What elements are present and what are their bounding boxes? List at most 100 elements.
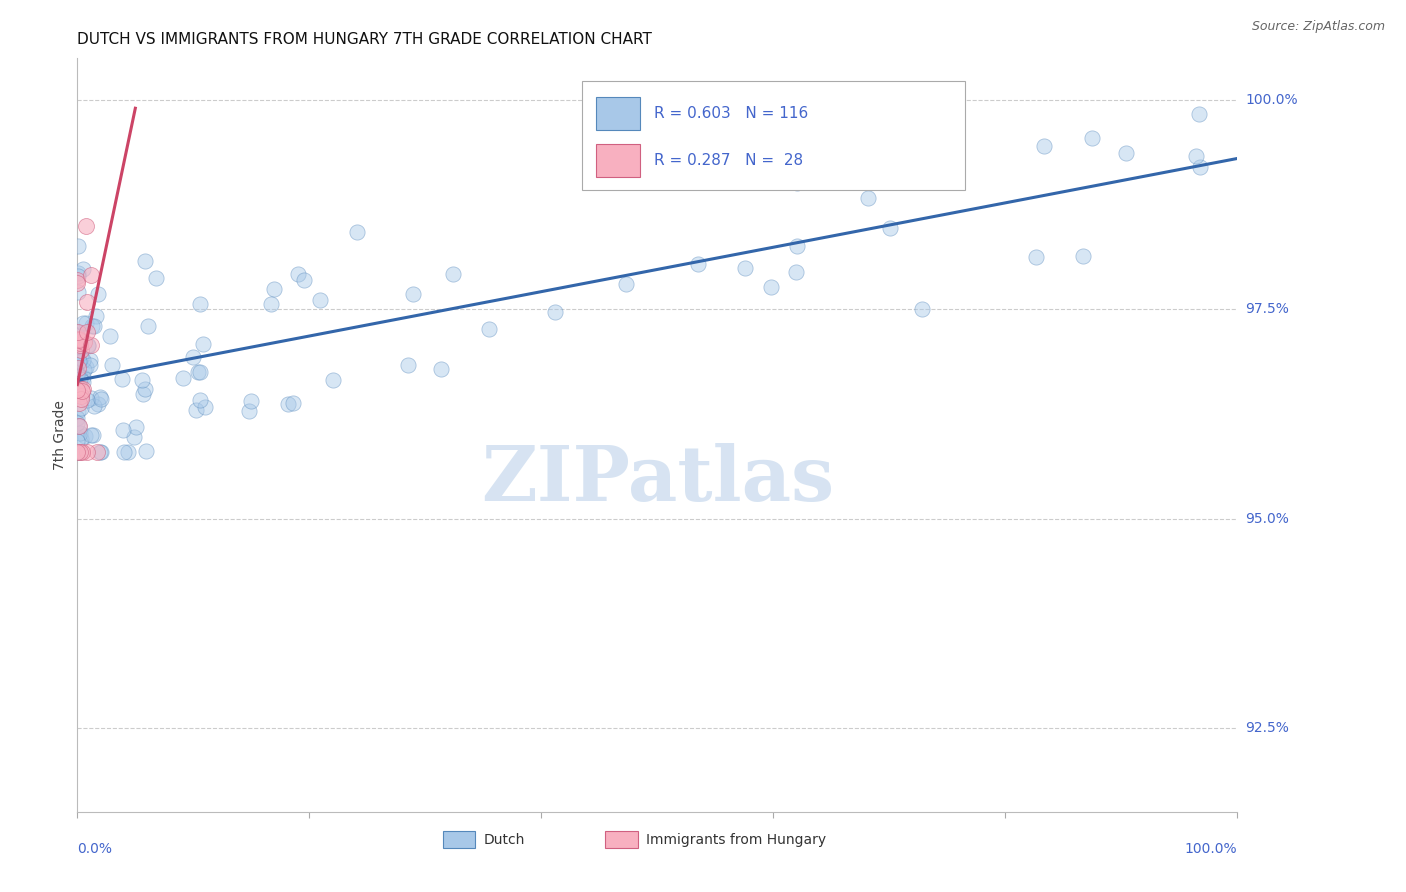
Point bbox=[69, 337, 91, 351]
Point bbox=[66, 273, 89, 287]
Point bbox=[72, 375, 94, 389]
Point bbox=[145, 271, 167, 285]
Point bbox=[67, 419, 90, 434]
Point bbox=[1115, 146, 1137, 161]
Point bbox=[79, 268, 101, 283]
Point bbox=[396, 358, 419, 372]
Point bbox=[67, 444, 90, 458]
Point bbox=[76, 393, 98, 408]
Point bbox=[124, 419, 146, 434]
Point bbox=[136, 319, 159, 334]
Text: 97.5%: 97.5% bbox=[1246, 302, 1289, 317]
Point bbox=[70, 384, 93, 398]
Point bbox=[194, 401, 217, 415]
Point bbox=[67, 285, 90, 300]
Point bbox=[856, 191, 879, 205]
Point bbox=[69, 444, 91, 458]
Text: 92.5%: 92.5% bbox=[1246, 721, 1289, 735]
Point bbox=[186, 402, 208, 417]
Point bbox=[188, 393, 211, 408]
Point bbox=[87, 286, 110, 301]
Point bbox=[67, 419, 90, 434]
Point bbox=[69, 444, 91, 458]
Point bbox=[263, 282, 285, 296]
Point bbox=[66, 367, 89, 381]
Point bbox=[67, 354, 90, 368]
Point bbox=[478, 322, 501, 336]
Point bbox=[1071, 249, 1094, 263]
Point bbox=[66, 368, 89, 382]
Text: 100.0%: 100.0% bbox=[1246, 93, 1298, 107]
Point bbox=[112, 444, 135, 458]
Bar bbox=[596, 97, 640, 130]
Point bbox=[1032, 138, 1054, 153]
Point bbox=[66, 354, 89, 368]
Point bbox=[67, 333, 90, 347]
Point bbox=[191, 336, 214, 351]
Point bbox=[260, 297, 283, 311]
Bar bbox=[605, 831, 637, 848]
Point bbox=[292, 273, 315, 287]
FancyBboxPatch shape bbox=[582, 80, 965, 190]
Point bbox=[346, 226, 368, 240]
Point bbox=[66, 383, 89, 397]
Text: 100.0%: 100.0% bbox=[1185, 842, 1237, 856]
Point bbox=[172, 371, 194, 385]
Point bbox=[86, 310, 108, 324]
Point bbox=[66, 444, 89, 458]
Point bbox=[188, 297, 211, 311]
Text: 95.0%: 95.0% bbox=[1246, 512, 1289, 525]
Point bbox=[66, 238, 89, 252]
Point bbox=[72, 317, 94, 331]
Point bbox=[134, 254, 156, 268]
Point bbox=[87, 397, 110, 411]
Bar bbox=[596, 144, 640, 178]
Point bbox=[911, 302, 934, 317]
Point bbox=[79, 353, 101, 368]
Point bbox=[187, 365, 209, 379]
Point bbox=[89, 390, 111, 404]
Point bbox=[66, 361, 89, 376]
Point bbox=[82, 427, 104, 442]
Point bbox=[834, 120, 856, 134]
Bar bbox=[443, 831, 475, 848]
Point bbox=[69, 425, 91, 440]
Point bbox=[69, 372, 91, 386]
Text: R = 0.603   N = 116: R = 0.603 N = 116 bbox=[654, 106, 808, 121]
Text: DUTCH VS IMMIGRANTS FROM HUNGARY 7TH GRADE CORRELATION CHART: DUTCH VS IMMIGRANTS FROM HUNGARY 7TH GRA… bbox=[77, 32, 652, 47]
Point bbox=[72, 444, 94, 458]
Text: 0.0%: 0.0% bbox=[77, 842, 112, 856]
Point bbox=[75, 219, 97, 234]
Point bbox=[544, 305, 567, 319]
Point bbox=[76, 325, 98, 339]
Point bbox=[69, 335, 91, 350]
Point bbox=[66, 325, 89, 339]
Point bbox=[1081, 130, 1104, 145]
Point bbox=[308, 293, 330, 307]
Point bbox=[83, 399, 105, 413]
Point bbox=[72, 382, 94, 396]
Point bbox=[69, 382, 91, 396]
Point bbox=[66, 411, 89, 425]
Point bbox=[79, 428, 101, 442]
Point bbox=[66, 388, 89, 402]
Point bbox=[76, 444, 98, 458]
Point bbox=[66, 325, 89, 339]
Point bbox=[734, 260, 756, 275]
Point bbox=[72, 261, 94, 276]
Point bbox=[188, 365, 211, 379]
Point bbox=[283, 395, 305, 409]
Point bbox=[86, 444, 108, 458]
Point bbox=[66, 444, 89, 458]
Point bbox=[66, 277, 89, 291]
Point bbox=[287, 267, 309, 281]
Point bbox=[402, 286, 425, 301]
Point bbox=[1025, 250, 1047, 264]
Point bbox=[79, 338, 101, 352]
Point bbox=[70, 389, 93, 403]
Point bbox=[1185, 149, 1208, 163]
Point bbox=[67, 395, 90, 409]
Point bbox=[66, 404, 89, 418]
Point bbox=[688, 257, 710, 271]
Point bbox=[75, 429, 97, 443]
